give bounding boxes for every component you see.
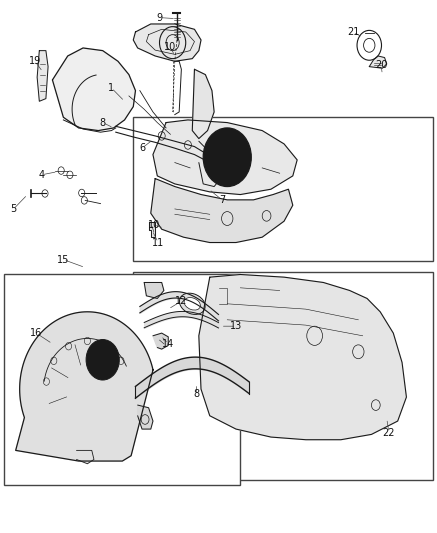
Text: 5: 5 [10, 205, 16, 214]
Text: 15: 15 [57, 255, 69, 264]
Text: 6: 6 [139, 143, 145, 153]
Polygon shape [52, 48, 135, 131]
Polygon shape [138, 405, 153, 429]
Polygon shape [199, 274, 406, 440]
Ellipse shape [184, 297, 201, 310]
Circle shape [86, 340, 119, 380]
Polygon shape [37, 51, 48, 101]
Polygon shape [76, 450, 94, 464]
Text: 20: 20 [375, 60, 387, 70]
Polygon shape [149, 222, 155, 237]
Text: 19: 19 [29, 56, 41, 66]
Polygon shape [153, 120, 297, 195]
Text: 10: 10 [164, 42, 177, 52]
Text: 22: 22 [383, 428, 395, 438]
Polygon shape [133, 24, 201, 61]
Polygon shape [192, 69, 214, 139]
Circle shape [203, 128, 251, 187]
Text: 16: 16 [30, 328, 42, 338]
Text: 21: 21 [347, 27, 359, 37]
Polygon shape [144, 282, 164, 298]
Text: 4: 4 [38, 170, 45, 180]
Polygon shape [199, 141, 221, 187]
Bar [133, 117, 433, 261]
Text: 13: 13 [230, 321, 242, 331]
Text: 11: 11 [152, 238, 164, 247]
Ellipse shape [180, 293, 205, 314]
Polygon shape [369, 56, 387, 68]
Text: 8: 8 [194, 390, 200, 399]
Text: 8: 8 [100, 118, 106, 127]
Text: 14: 14 [162, 339, 174, 349]
Text: 10: 10 [148, 220, 160, 230]
Bar [4, 274, 240, 485]
Polygon shape [153, 333, 168, 349]
Text: 1: 1 [108, 83, 114, 93]
Text: 12: 12 [175, 296, 187, 306]
Circle shape [95, 350, 111, 369]
Text: 9: 9 [156, 13, 163, 22]
Bar [133, 272, 433, 480]
Polygon shape [151, 179, 293, 243]
Polygon shape [16, 312, 153, 461]
Text: 7: 7 [219, 195, 225, 205]
Circle shape [214, 141, 240, 173]
